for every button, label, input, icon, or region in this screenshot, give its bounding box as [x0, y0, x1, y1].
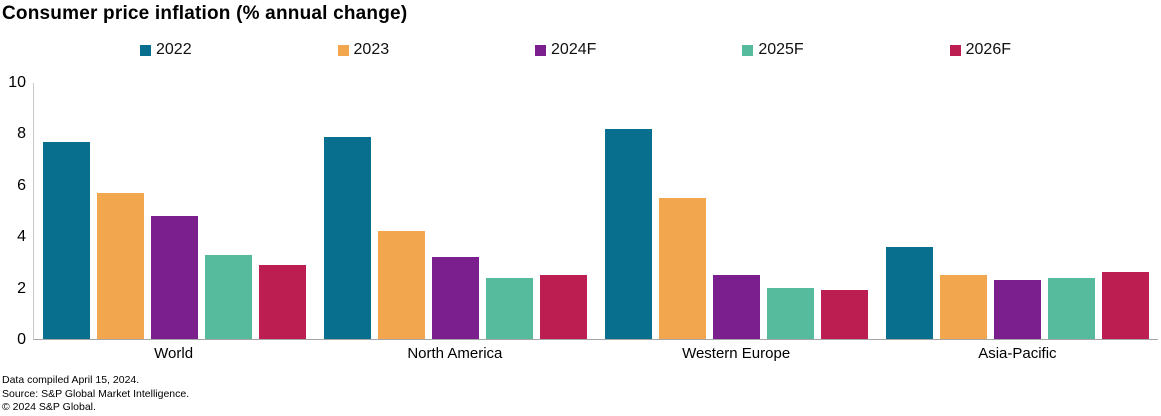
legend-label: 2026F: [965, 41, 1011, 58]
footer: Data compiled April 15, 2024. Source: S&…: [2, 374, 189, 415]
legend-item-2022: 2022: [140, 41, 192, 59]
legend-label: 2022: [156, 41, 192, 58]
x-category-label-world: World: [154, 345, 194, 362]
bar-asia-pacific-2022: [886, 246, 933, 339]
legend: 2022 2023 2024F 2025F 2026F: [140, 41, 1011, 59]
bar-world-2023: [97, 193, 144, 339]
bar-asia-pacific-2025f: [1048, 277, 1095, 339]
chart-canvas: [33, 83, 1158, 340]
legend-swatch-icon: [535, 44, 547, 56]
bar-north-america-2022: [324, 136, 371, 339]
legend-label: 2023: [353, 41, 390, 58]
bar-asia-pacific-2024f: [994, 280, 1041, 339]
plot-area: 0 2 4 6 8 10: [0, 74, 1161, 348]
y-tick-label-10: 10: [8, 74, 26, 91]
legend-swatch-icon: [337, 44, 349, 56]
bar-western-europe-2022: [605, 129, 652, 339]
legend-label: 2024F: [551, 41, 597, 58]
chart-title: Consumer price inflation (% annual chang…: [2, 3, 408, 24]
legend-swatch-icon: [140, 44, 151, 56]
bar-north-america-2026f: [540, 275, 587, 339]
bar-western-europe-2023: [659, 198, 706, 339]
x-axis-labels: World North America Western Europe Asia-Pac…: [33, 345, 1158, 362]
bar-group-north-america: [315, 83, 596, 339]
bar-group-western-europe: [596, 83, 877, 339]
bar-world-2022: [43, 141, 90, 339]
bar-north-america-2025f: [486, 277, 533, 339]
y-tick-label-4: 4: [17, 228, 26, 246]
x-category-label-western-europe: Western Europe: [682, 345, 791, 362]
y-axis-labels: 0 2 4 6 8 10: [0, 74, 26, 348]
y-tick-label-6: 6: [17, 176, 26, 194]
legend-item-2026f: 2026F: [949, 41, 1011, 59]
legend-item-2024f: 2024F: [535, 41, 596, 59]
bar-groups: [34, 83, 1158, 339]
bar-western-europe-2025f: [767, 287, 814, 339]
bar-world-2024f: [151, 216, 198, 339]
legend-swatch-icon: [949, 44, 961, 56]
bar-group-world: [34, 83, 315, 339]
y-tick-label-0: 0: [17, 331, 26, 348]
x-category-label-asia-pacific: Asia-Pacific: [978, 345, 1057, 362]
y-tick-label-2: 2: [17, 279, 26, 297]
legend-item-2025f: 2025F: [742, 41, 804, 59]
bar-world-2025f: [205, 254, 252, 339]
legend-label: 2025F: [758, 41, 804, 58]
bar-north-america-2024f: [432, 257, 479, 339]
footer-compiled: Data compiled April 15, 2024.: [2, 374, 140, 386]
bar-western-europe-2026f: [821, 290, 868, 339]
bar-western-europe-2024f: [713, 275, 760, 339]
x-category-label-north-america: North America: [407, 345, 503, 362]
bar-group-asia-pacific: [877, 83, 1158, 339]
legend-item-2023: 2023: [337, 41, 390, 59]
footer-copyright: © 2024 S&P Global.: [2, 401, 96, 413]
legend-swatch-icon: [742, 44, 754, 56]
footer-source: Source: S&P Global Market Intelligence.: [2, 387, 190, 400]
bar-north-america-2023: [378, 231, 425, 339]
bar-world-2026f: [259, 264, 306, 339]
bar-asia-pacific-2026f: [1102, 272, 1149, 339]
y-tick-label-8: 8: [17, 125, 26, 143]
bar-asia-pacific-2023: [940, 275, 987, 339]
